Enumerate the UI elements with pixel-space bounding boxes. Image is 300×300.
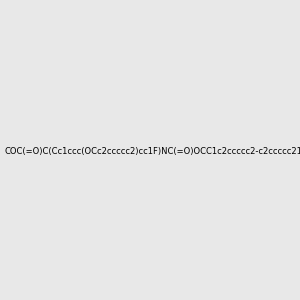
Text: COC(=O)C(Cc1ccc(OCc2ccccc2)cc1F)NC(=O)OCC1c2ccccc2-c2ccccc21: COC(=O)C(Cc1ccc(OCc2ccccc2)cc1F)NC(=O)OC… <box>5 147 300 156</box>
